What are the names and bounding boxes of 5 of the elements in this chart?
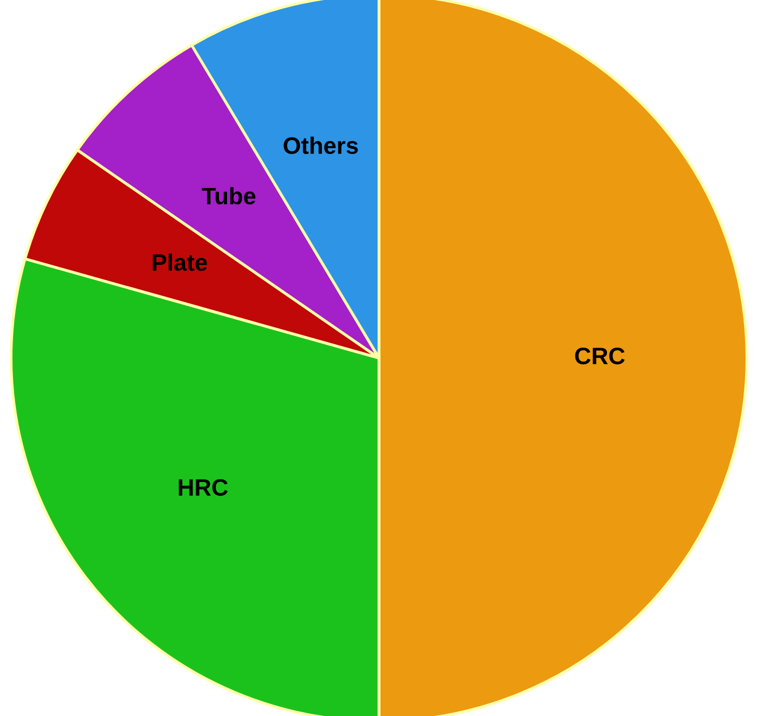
slice-label: Plate xyxy=(152,254,207,271)
slice-label: CRC xyxy=(575,348,625,364)
slice-label: Others xyxy=(284,136,358,154)
slice-label: HRC xyxy=(178,479,228,496)
slice-label: Tube xyxy=(202,187,256,204)
